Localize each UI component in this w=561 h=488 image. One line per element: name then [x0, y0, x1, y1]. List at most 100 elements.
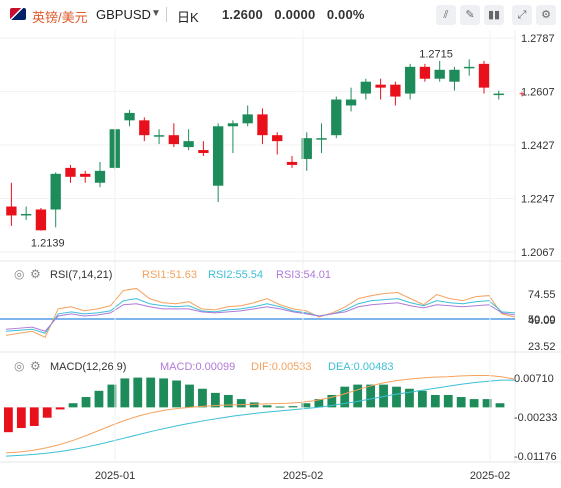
- rsi-y-tick-label: 50.00: [528, 314, 556, 326]
- macd-histogram-bar: [94, 390, 104, 408]
- rsi-eye-icon: ◎: [14, 267, 24, 281]
- candle-body: [390, 84, 401, 97]
- candle-body: [272, 135, 283, 142]
- candle-body: [404, 66, 416, 94]
- candle-body: [94, 170, 106, 183]
- high-price-label: 1.2715: [419, 48, 453, 60]
- uk-flag-icon: [10, 8, 26, 20]
- candle-type-icon[interactable]: ▮▮: [484, 5, 504, 25]
- y-tick-label: 1.2787: [521, 33, 555, 45]
- macd-histogram-bar: [120, 378, 130, 408]
- y-tick-label: 1.2067: [521, 247, 555, 259]
- macd-y-tick-label: -0.00233: [514, 412, 557, 424]
- macd-histogram-bar: [185, 384, 194, 408]
- candle-body: [331, 99, 342, 136]
- line-tool-icon[interactable]: ⫽: [436, 5, 456, 25]
- macd-histogram-bar: [443, 394, 453, 408]
- dea-value: DEA:0.00483: [328, 361, 393, 373]
- macd-y-tick-label: -0.01176: [514, 451, 557, 463]
- candle-body: [183, 141, 194, 148]
- macd-histogram-bar: [81, 397, 91, 408]
- candle-body: [478, 63, 490, 88]
- current-price-marker: +: [519, 90, 525, 101]
- candle-body: [65, 167, 76, 177]
- price-change: 0.0000: [274, 7, 316, 22]
- x-tick-label: 2025-02: [283, 470, 323, 482]
- macd-settings-icon: ⚙: [30, 359, 41, 373]
- expand-icon[interactable]: ⤢: [512, 5, 532, 25]
- dif-value: DIF:0.00533: [251, 361, 312, 373]
- candle-body: [227, 123, 239, 127]
- macd-histogram-bar: [68, 403, 78, 408]
- macd-histogram-bar: [29, 407, 39, 426]
- macd-y-tick-label: 0.00710: [514, 373, 554, 385]
- macd-histogram-bar: [42, 407, 52, 418]
- x-tick-label: 2025-02: [470, 470, 510, 482]
- candle-body: [212, 126, 224, 186]
- rsi3-value: RSI3:54.01: [276, 269, 331, 281]
- macd-histogram-bar: [275, 406, 285, 408]
- macd-histogram-bar: [392, 386, 401, 408]
- macd-dea-line: [5, 379, 515, 457]
- macd-histogram-bar: [198, 388, 207, 408]
- draw-tool-icon[interactable]: ✎: [460, 5, 480, 25]
- candle-body: [375, 84, 386, 88]
- macd-histogram-bar: [133, 377, 143, 408]
- chevron-down-icon[interactable]: ▼: [151, 8, 161, 19]
- y-tick-label: 1.2247: [521, 194, 555, 206]
- macd-dif-line: [5, 375, 516, 454]
- macd-histogram-bar: [430, 394, 440, 408]
- macd-histogram-bar: [495, 403, 505, 408]
- y-tick-label: 1.2607: [521, 87, 555, 99]
- rsi-y-tick-label: 49.09: [528, 315, 556, 327]
- candle-body: [449, 69, 460, 82]
- macd-histogram-bar: [172, 380, 181, 408]
- macd-histogram-bar: [314, 399, 324, 408]
- price-quote: 1.2600 0.0000 0.00%: [222, 7, 365, 22]
- divider: [166, 7, 167, 22]
- rsi-settings-icon: ⚙: [30, 267, 41, 281]
- candle-body: [493, 93, 504, 96]
- candle-body: [257, 114, 268, 136]
- pair-name-cn[interactable]: 英镑/美元: [32, 10, 88, 25]
- macd-histogram-bar: [482, 399, 492, 408]
- candle-body: [286, 161, 298, 165]
- macd-histogram-bar: [366, 384, 376, 408]
- candle-body: [35, 209, 47, 231]
- price-change-pct: 0.00%: [326, 7, 365, 22]
- candle-body: [50, 173, 61, 210]
- rsi2-value: RSI2:55.54: [208, 269, 263, 281]
- macd-histogram-bar: [327, 394, 337, 408]
- rsi-series-line: [5, 298, 516, 334]
- macd-histogram-bar: [249, 402, 259, 408]
- rsi-series-line: [5, 287, 516, 339]
- rsi1-value: RSI1:51.63: [142, 269, 197, 281]
- pair-symbol[interactable]: GBPUSD: [96, 7, 151, 22]
- macd-histogram-bar: [236, 399, 246, 408]
- macd-histogram-bar: [159, 378, 169, 408]
- candle-body: [80, 173, 91, 177]
- y-tick-label: 1.2427: [521, 140, 555, 152]
- macd-histogram-bar: [469, 399, 479, 408]
- candle-body: [301, 138, 312, 159]
- low-price-label: 1.2139: [31, 238, 65, 250]
- candle-body: [434, 69, 445, 79]
- candle-body: [345, 99, 357, 106]
- macd-histogram-bar: [4, 407, 13, 433]
- macd-histogram-bar: [456, 397, 466, 408]
- macd-histogram-bar: [301, 403, 311, 408]
- candle-body: [20, 213, 32, 216]
- candle-body: [139, 120, 150, 136]
- macd-histogram-bar: [146, 377, 156, 408]
- settings-icon[interactable]: ⚙: [536, 5, 556, 25]
- macd-value: MACD:0.00099: [160, 361, 235, 373]
- macd-histogram-bar: [405, 388, 414, 408]
- macd-histogram-bar: [16, 407, 26, 429]
- x-tick-label: 2025-01: [95, 470, 135, 482]
- period-selector[interactable]: 日K: [177, 10, 199, 25]
- macd-histogram-bar: [288, 406, 298, 408]
- macd-eye-icon: ◎: [14, 359, 24, 373]
- rsi-y-tick-label: 23.52: [528, 341, 556, 353]
- rsi-y-tick-label: 74.55: [528, 289, 556, 301]
